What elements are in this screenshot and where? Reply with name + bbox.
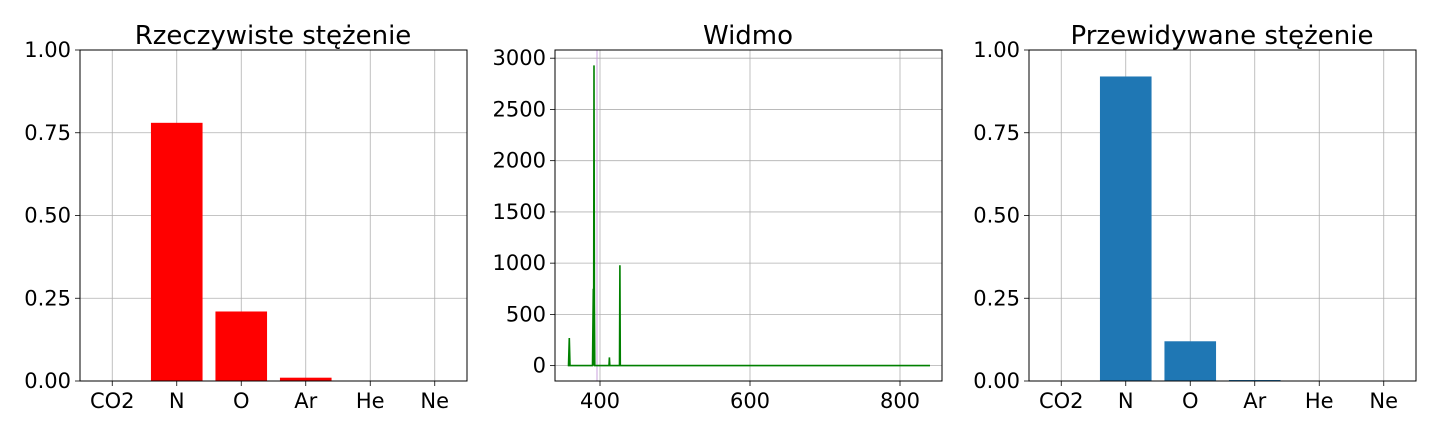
y-tick-label: 0.00 <box>24 369 71 393</box>
x-tick-label: Ne <box>1369 389 1398 413</box>
spectrum-line <box>567 65 930 367</box>
x-tick-label: 800 <box>880 389 920 413</box>
x-tick-label: N <box>169 389 185 413</box>
bar-o <box>1164 341 1217 381</box>
x-tick-label: O <box>1182 389 1199 413</box>
spectrum-chart: Widmo 0 500 1000 1500 2000 2500 3000 400 600 800 <box>493 21 943 413</box>
y-tick-label: 0.75 <box>973 121 1020 145</box>
chart-title: Widmo <box>703 21 793 51</box>
x-tick-label: O <box>233 389 250 413</box>
x-tick-label: Ne <box>420 389 449 413</box>
y-tick-label: 0.00 <box>973 369 1020 393</box>
bar-o <box>215 311 268 381</box>
y-tick-label: 1.00 <box>973 38 1020 62</box>
x-tick-label: 600 <box>730 389 770 413</box>
y-tick-label: 0.25 <box>973 286 1020 310</box>
y-tick-label: 1500 <box>493 200 546 224</box>
y-tick-label: 2000 <box>493 149 546 173</box>
x-tick-label: Ar <box>294 389 317 413</box>
y-tick-label: 0 <box>533 354 546 378</box>
y-tick-label: 0.50 <box>973 204 1020 228</box>
chart-title: Rzeczywiste stężenie <box>135 21 412 51</box>
x-tick-label: CO2 <box>1039 389 1084 413</box>
actual-concentration-chart: Rzeczywiste stężenie 0.00 0.25 0.50 0.75 1.0… <box>24 21 468 413</box>
x-tick-label: 400 <box>580 389 620 413</box>
bar-ar <box>279 377 332 381</box>
plot-frame <box>554 49 943 382</box>
y-tick-label: 0.25 <box>24 286 71 310</box>
plot-frame <box>1028 49 1417 382</box>
x-tick-label: CO2 <box>90 389 135 413</box>
x-tick-label: N <box>1118 389 1134 413</box>
chart-title: Przewidywane stężenie <box>1071 21 1374 51</box>
bar-n <box>150 122 203 381</box>
plot-frame <box>79 49 468 382</box>
predicted-concentration-chart: Przewidywane stężenie 0.00 0.25 0.50 0.75 1.… <box>973 21 1417 413</box>
x-tick-label: Ar <box>1243 389 1266 413</box>
y-tick-label: 500 <box>506 302 546 326</box>
y-tick-label: 1000 <box>493 251 546 275</box>
y-tick-label: 2500 <box>493 97 546 121</box>
y-tick-label: 1.00 <box>24 38 71 62</box>
y-tick-label: 0.50 <box>24 204 71 228</box>
y-tick-label: 0.75 <box>24 121 71 145</box>
x-tick-label: He <box>1305 389 1334 413</box>
y-tick-label: 3000 <box>493 46 546 70</box>
bar-n <box>1099 76 1152 381</box>
x-tick-label: He <box>356 389 385 413</box>
